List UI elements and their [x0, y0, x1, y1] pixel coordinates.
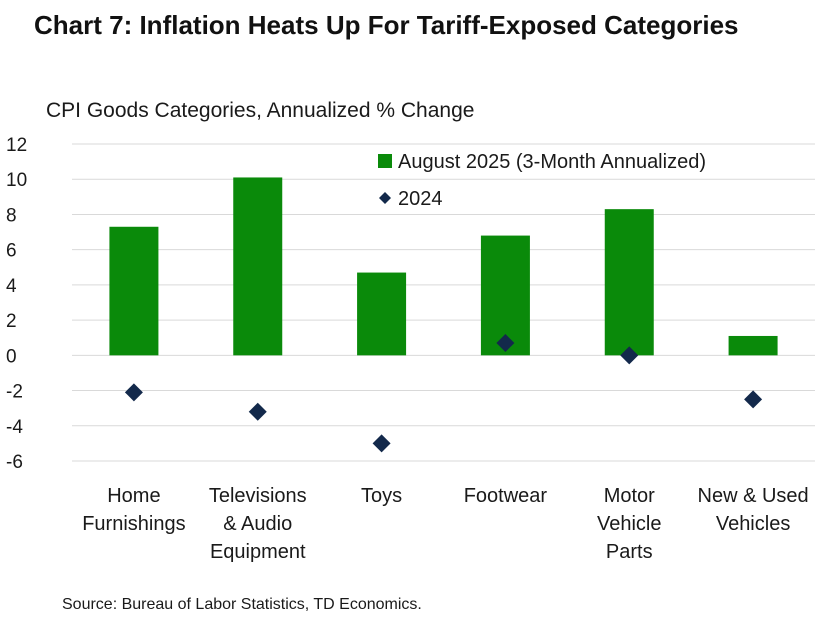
- category-label: Parts: [606, 541, 653, 563]
- y-tick-label: -4: [6, 417, 23, 438]
- bar: [233, 177, 283, 356]
- bar: [357, 272, 407, 356]
- category-label: Televisions: [209, 485, 307, 507]
- category-label: Vehicle: [597, 513, 662, 535]
- y-tick-label: 2: [6, 311, 17, 332]
- legend-label-marker: 2024: [398, 188, 443, 210]
- legend-swatch-bar: [378, 154, 392, 168]
- marker-2024: [124, 383, 143, 402]
- y-tick-label: 8: [6, 205, 17, 226]
- marker-2024: [620, 346, 639, 365]
- y-tick-label: -6: [6, 452, 23, 473]
- y-tick-label: -2: [6, 382, 23, 403]
- y-tick-label: 12: [6, 135, 27, 156]
- legend-swatch-marker: [379, 192, 391, 204]
- bar: [604, 209, 654, 356]
- category-label: & Audio: [223, 513, 292, 535]
- y-axis-label: CPI Goods Categories, Annualized % Chang…: [46, 99, 475, 122]
- chart-title: Chart 7: Inflation Heats Up For Tariff-E…: [34, 10, 739, 40]
- category-label: Vehicles: [716, 513, 791, 535]
- category-label: Home: [107, 485, 160, 507]
- category-label: Toys: [361, 485, 402, 507]
- category-label: Motor: [604, 485, 655, 507]
- marker-2024: [744, 390, 763, 409]
- legend-label-bar: August 2025 (3-Month Annualized): [398, 151, 706, 173]
- y-tick-label: 10: [6, 170, 27, 191]
- category-label: New & Used: [698, 485, 809, 507]
- chart-plot: 12 10 8 6 4 2 0 -2 -4 -6 Home Furnishings Television…: [6, 135, 815, 563]
- source-note: Source: Bureau of Labor Statistics, TD E…: [62, 596, 422, 613]
- marker-2024: [372, 434, 391, 453]
- category-label: Equipment: [210, 541, 306, 563]
- marker-2024: [496, 334, 515, 353]
- marker-2024: [248, 402, 267, 421]
- y-tick-label: 0: [6, 346, 17, 367]
- y-tick-label: 4: [6, 276, 17, 297]
- bar: [109, 226, 159, 356]
- category-label: Furnishings: [82, 513, 185, 535]
- bar: [728, 335, 778, 356]
- category-label: Footwear: [464, 485, 548, 507]
- y-tick-label: 6: [6, 241, 17, 262]
